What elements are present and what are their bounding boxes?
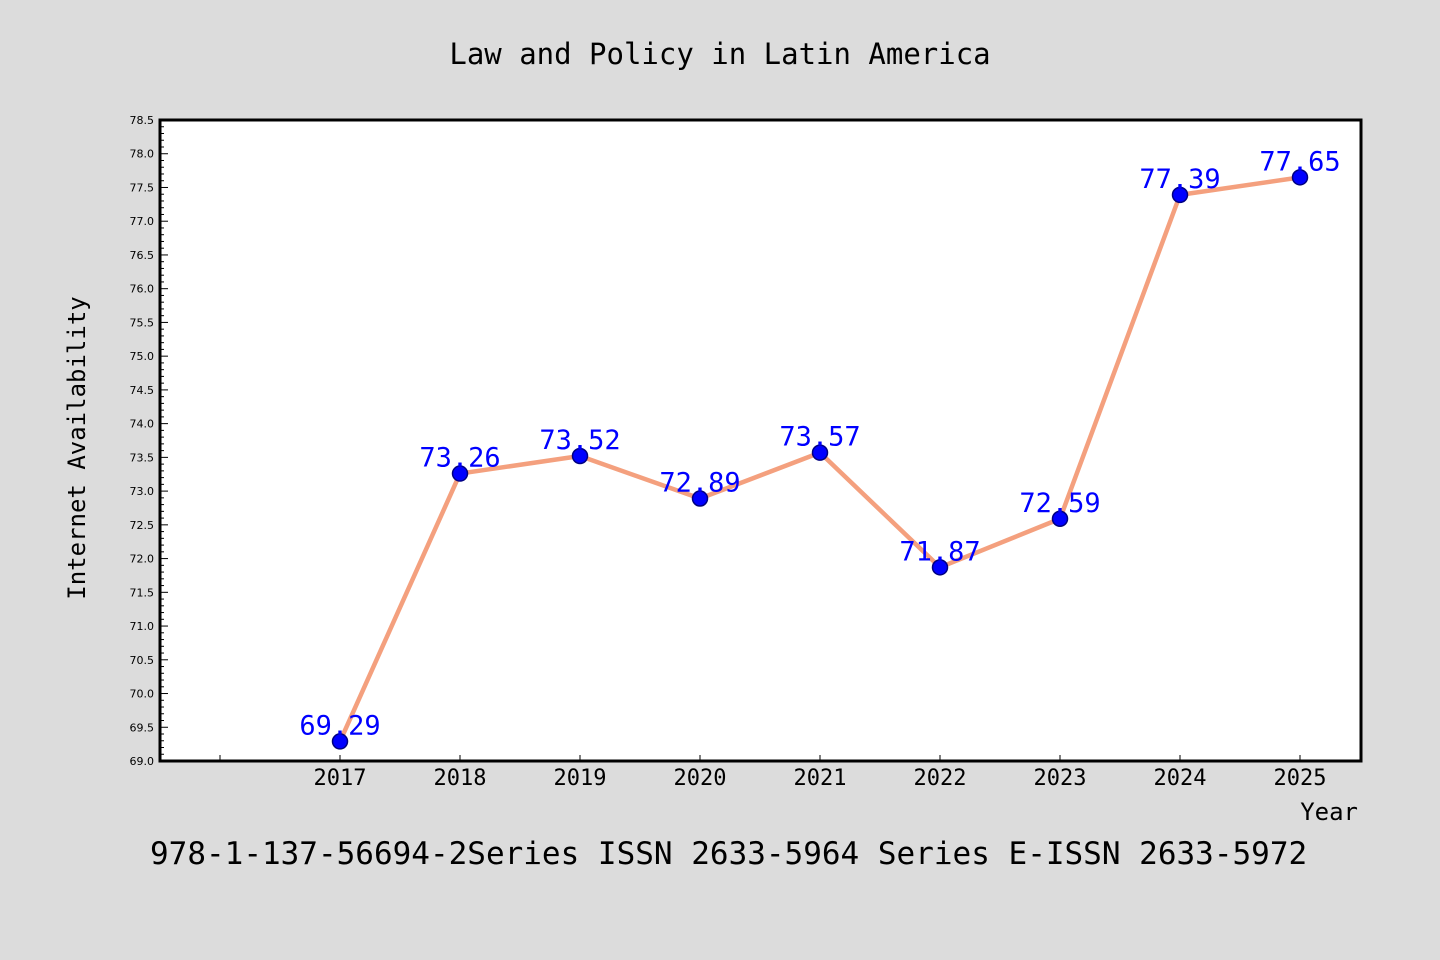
- y-tick-label: 74.0: [130, 418, 155, 431]
- y-tick-label: 71.5: [130, 586, 155, 599]
- data-label: 71.87: [899, 536, 980, 567]
- data-label: 77.65: [1259, 146, 1340, 177]
- y-tick-label: 70.0: [130, 688, 155, 701]
- data-label: 77.39: [1139, 164, 1220, 195]
- y-tick-label: 72.0: [130, 553, 155, 566]
- data-label: 72.89: [659, 468, 740, 499]
- y-tick-label: 75.5: [130, 316, 155, 329]
- chart-title: Law and Policy in Latin America: [449, 37, 990, 71]
- data-label: 73.57: [779, 422, 860, 453]
- data-point: [691, 490, 709, 507]
- y-axis: 69.0 69.5 70.0 70.5 71.0 71.5 72.0 72.5 73.0 73.5…: [130, 114, 168, 768]
- y-tick-label: 69.0: [130, 755, 155, 768]
- y-tick-label: 73.5: [130, 451, 155, 464]
- y-tick-label: 73.0: [130, 485, 155, 498]
- data-point: [571, 447, 589, 465]
- y-tick-label: 77.5: [130, 181, 155, 194]
- data-point: [1051, 510, 1069, 528]
- x-tick-label: 2024: [1154, 766, 1207, 791]
- series-layer: [331, 169, 1309, 750]
- x-tick-label: 2018: [434, 766, 487, 791]
- data-point: [811, 444, 829, 461]
- y-tick-label: 76.0: [130, 283, 155, 296]
- data-labels: 69.29 73.26 73.52 72.89 73.57 71.87 72.59 77.39…: [299, 146, 1340, 741]
- data-label: 69.29: [299, 710, 380, 741]
- footer-isbn-text: 978-1-137-56694-2Series ISSN 2633-5964 S…: [150, 836, 1307, 872]
- x-tick-label: 2019: [554, 766, 607, 791]
- y-tick-label: 74.5: [130, 384, 155, 397]
- data-label: 72.59: [1019, 488, 1100, 519]
- data-point: [1171, 186, 1189, 204]
- data-point: [451, 465, 469, 482]
- y-tick-label: 72.5: [130, 519, 155, 532]
- y-tick-label: 75.0: [130, 350, 155, 363]
- y-tick-label: 76.5: [130, 249, 155, 262]
- x-tick-label: 2023: [1034, 766, 1087, 791]
- x-tick-label: 2017: [314, 766, 367, 791]
- data-point: [331, 733, 349, 750]
- x-axis-label: Year: [1300, 798, 1358, 826]
- x-tick-label: 2025: [1274, 766, 1327, 791]
- y-tick-label: 77.0: [130, 215, 155, 228]
- y-tick-label: 71.0: [130, 620, 155, 633]
- x-tick-label: 2022: [914, 766, 967, 791]
- plot-area: [158, 118, 1363, 763]
- y-tick-label: 78.5: [130, 114, 155, 127]
- y-tick-label: 78.0: [130, 148, 155, 161]
- data-point: [931, 559, 949, 576]
- x-tick-label: 2021: [794, 766, 847, 791]
- x-axis: 2017 2018 2019 2020 2021 2022 2023 2024 2025: [219, 755, 1327, 791]
- y-axis-label: Internet Availability: [63, 296, 91, 599]
- data-label: 73.52: [539, 425, 620, 456]
- y-tick-label: 69.5: [130, 721, 155, 734]
- x-tick-label: 2020: [674, 766, 727, 791]
- y-tick-label: 70.5: [130, 654, 155, 667]
- data-label: 73.26: [419, 443, 500, 474]
- data-point: [1291, 169, 1309, 186]
